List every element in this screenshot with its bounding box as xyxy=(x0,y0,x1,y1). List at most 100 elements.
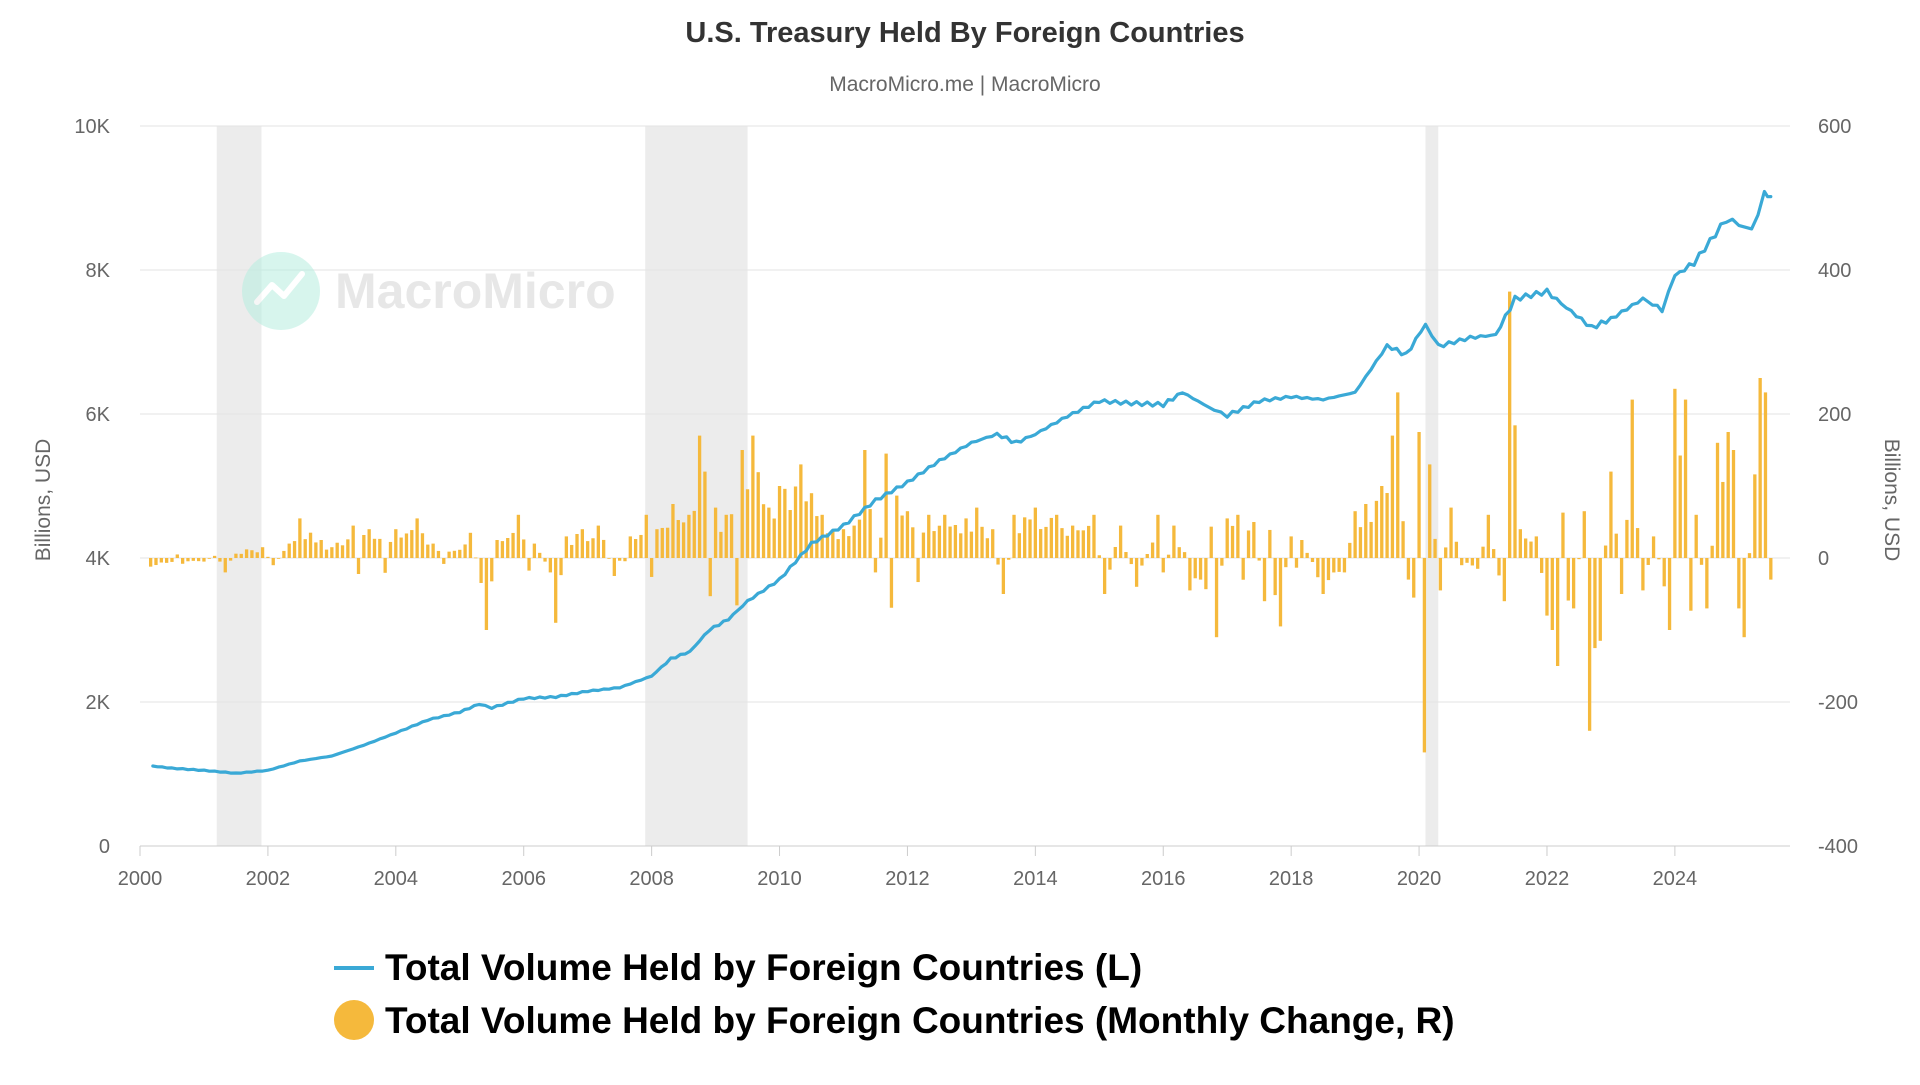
bar xyxy=(964,518,968,558)
bar xyxy=(943,514,947,558)
bar xyxy=(1401,521,1405,558)
bar xyxy=(953,524,958,558)
bar xyxy=(1086,525,1091,558)
bar xyxy=(330,547,334,558)
bar xyxy=(1252,522,1256,558)
watermark-trend-icon xyxy=(254,271,305,305)
bar xyxy=(1683,399,1688,558)
bar xyxy=(1412,558,1416,598)
bar xyxy=(735,558,739,606)
bar xyxy=(1310,558,1315,563)
bar xyxy=(703,471,707,558)
bar xyxy=(266,556,270,558)
bar xyxy=(250,550,254,558)
bar xyxy=(623,558,627,562)
bar xyxy=(458,549,462,558)
bar xyxy=(1023,517,1027,558)
bar xyxy=(415,518,419,558)
bar xyxy=(1337,558,1341,572)
bar xyxy=(586,541,590,558)
chart-title: U.S. Treasury Held By Foreign Countries xyxy=(685,17,1244,49)
legend: Total Volume Held by Foreign Countries (… xyxy=(334,947,1455,1041)
bar xyxy=(996,558,1000,565)
bar xyxy=(452,550,457,558)
bar xyxy=(1257,558,1261,561)
bar xyxy=(1598,558,1602,641)
bar xyxy=(1566,558,1570,601)
bar xyxy=(639,534,643,558)
line-path xyxy=(151,189,1773,775)
bar xyxy=(420,533,425,558)
bar xyxy=(1161,558,1165,573)
x-tick-label: 2024 xyxy=(1653,868,1698,890)
bar xyxy=(468,532,473,558)
bar xyxy=(815,516,819,558)
bar xyxy=(1641,558,1645,591)
bar xyxy=(559,558,563,576)
bar xyxy=(1188,558,1192,591)
bar xyxy=(799,464,803,558)
bar xyxy=(218,558,222,562)
bar xyxy=(351,525,355,558)
x-tick-label: 2016 xyxy=(1141,868,1186,890)
bar xyxy=(1294,558,1299,568)
bar xyxy=(1140,558,1144,566)
bar xyxy=(463,544,467,558)
bar xyxy=(196,558,201,562)
bar xyxy=(1289,536,1293,558)
bar xyxy=(1044,526,1048,558)
bar xyxy=(644,514,648,558)
bar xyxy=(927,514,931,558)
bar xyxy=(1667,558,1672,630)
bar xyxy=(1470,558,1475,566)
y-left-tick-label: 8K xyxy=(86,260,111,282)
bar xyxy=(228,558,233,561)
bar xyxy=(847,536,851,558)
bar xyxy=(1316,558,1320,578)
bar xyxy=(564,536,569,558)
bar xyxy=(671,504,675,558)
bar xyxy=(1129,558,1133,565)
x-axis: 2000 2002 2004 2006 2008 2010 2012 2014 2016 2018… xyxy=(118,846,1697,890)
bar xyxy=(1625,519,1629,558)
bar xyxy=(1486,514,1491,558)
bar xyxy=(1555,558,1560,666)
bar xyxy=(991,529,995,558)
bar xyxy=(719,531,723,558)
bar xyxy=(276,558,281,559)
bar xyxy=(1699,558,1704,565)
bar xyxy=(346,539,350,558)
bar xyxy=(1156,514,1160,558)
bar xyxy=(1385,493,1389,558)
x-tick-label: 2000 xyxy=(118,868,163,890)
bar xyxy=(868,509,872,558)
bar xyxy=(490,558,494,582)
bar xyxy=(825,533,830,558)
bar xyxy=(1342,558,1347,573)
bar xyxy=(655,529,659,558)
x-tick-label: 2012 xyxy=(885,868,930,890)
bar xyxy=(607,558,611,559)
bar xyxy=(356,558,361,574)
bar xyxy=(633,539,638,558)
bar xyxy=(1710,545,1714,558)
bar xyxy=(532,543,537,558)
bar xyxy=(191,558,195,561)
bar xyxy=(1012,514,1016,558)
bar xyxy=(1353,511,1357,558)
bar xyxy=(319,540,323,558)
bar xyxy=(239,553,243,558)
bar xyxy=(399,537,403,558)
bar xyxy=(282,550,286,558)
bar xyxy=(180,558,185,564)
bar xyxy=(1390,435,1395,558)
recession-bands xyxy=(216,126,1439,846)
bar xyxy=(767,507,771,558)
bar xyxy=(410,530,414,558)
x-tick-label: 2014 xyxy=(1013,868,1058,890)
bar xyxy=(1518,529,1522,558)
bar xyxy=(1369,521,1373,558)
bar xyxy=(335,542,339,558)
bar xyxy=(969,531,974,558)
